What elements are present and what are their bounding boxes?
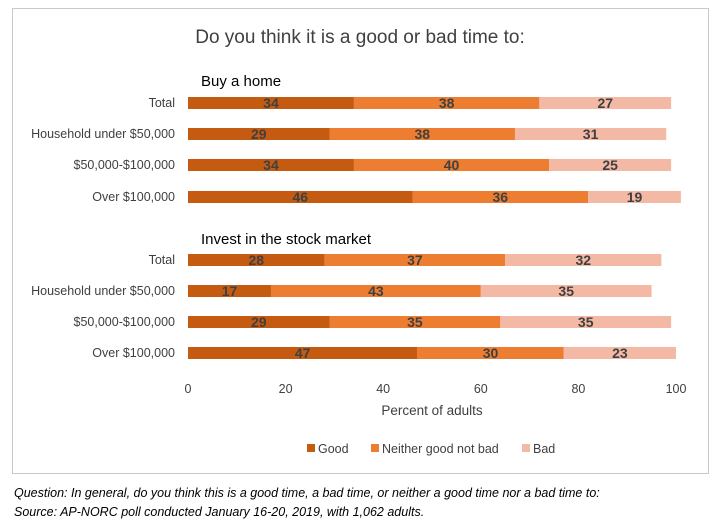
data-label: 28: [249, 252, 265, 268]
bar-segment-good: [188, 191, 413, 203]
source-note: Source: AP-NORC poll conducted January 1…: [14, 505, 425, 519]
category-label: Over $100,000: [92, 346, 175, 360]
bar-segment-neither-good-not-bad: [329, 316, 501, 328]
x-tick-label: 20: [279, 382, 293, 396]
bar-segment-bad: [588, 191, 681, 203]
category-label: Over $100,000: [92, 190, 175, 204]
data-label: 37: [407, 252, 423, 268]
x-tick-label: 100: [666, 382, 687, 396]
data-label: 19: [627, 189, 643, 205]
data-label: 17: [222, 283, 238, 299]
data-label: 40: [444, 157, 460, 173]
category-label: Household under $50,000: [31, 284, 175, 298]
category-label: $50,000-$100,000: [74, 158, 176, 172]
data-label: 46: [292, 189, 308, 205]
bar-segment-neither-good-not-bad: [353, 159, 550, 171]
legend-label: Neither good not bad: [382, 442, 499, 456]
bar-segment-bad: [514, 128, 667, 140]
data-label: 35: [558, 283, 574, 299]
legend-label: Good: [318, 442, 349, 456]
bar-segment-bad: [500, 316, 672, 328]
bar-segment-bad: [505, 254, 662, 266]
group-label: Invest in the stock market: [201, 231, 372, 248]
x-tick-label: 60: [474, 382, 488, 396]
bar-segment-bad: [480, 285, 652, 297]
data-label: 34: [263, 95, 279, 111]
x-tick-label: 0: [185, 382, 192, 396]
data-label: 27: [597, 95, 613, 111]
legend-swatch: [522, 444, 530, 452]
legend-label: Bad: [533, 442, 555, 456]
bar-segment-neither-good-not-bad: [353, 97, 540, 109]
x-tick-label: 40: [376, 382, 390, 396]
x-tick-label: 80: [571, 382, 585, 396]
data-label: 35: [578, 314, 594, 330]
data-label: 38: [414, 126, 430, 142]
bar-segment-bad: [539, 97, 672, 109]
bar-segment-bad: [563, 347, 676, 359]
chart-title: Do you think it is a good or bad time to…: [195, 27, 525, 48]
category-label: Household under $50,000: [31, 127, 175, 141]
data-label: 35: [407, 314, 423, 330]
data-label: 23: [612, 345, 628, 361]
legend-swatch: [307, 444, 315, 452]
question-note: Question: In general, do you think this …: [14, 486, 600, 500]
bar-segment-neither-good-not-bad: [324, 254, 506, 266]
data-label: 34: [263, 157, 279, 173]
data-label: 43: [368, 283, 384, 299]
bar-segment-bad: [549, 159, 672, 171]
data-label: 25: [602, 157, 618, 173]
bar-segment-neither-good-not-bad: [417, 347, 564, 359]
data-label: 30: [483, 345, 499, 361]
bar-segment-good: [188, 159, 354, 171]
bar-segment-good: [188, 254, 325, 266]
category-label: $50,000-$100,000: [74, 315, 176, 329]
bar-segment-good: [188, 347, 418, 359]
data-label: 47: [295, 345, 311, 361]
data-label: 32: [575, 252, 591, 268]
bar-segment-good: [188, 285, 271, 297]
bar-segment-neither-good-not-bad: [270, 285, 481, 297]
x-axis-title: Percent of adults: [381, 403, 483, 418]
bar-segment-good: [188, 97, 354, 109]
data-label: 36: [493, 189, 509, 205]
stacked-bar-chart: Do you think it is a good or bad time to…: [31, 27, 687, 456]
chart-frame: [12, 8, 709, 474]
category-label: Total: [149, 96, 175, 110]
category-label: Total: [149, 253, 175, 267]
bar-segment-good: [188, 128, 330, 140]
data-label: 29: [251, 314, 267, 330]
group-label: Buy a home: [201, 73, 281, 90]
data-label: 29: [251, 126, 267, 142]
bar-segment-good: [188, 316, 330, 328]
legend-swatch: [371, 444, 379, 452]
bar-segment-neither-good-not-bad: [412, 191, 589, 203]
data-label: 31: [583, 126, 599, 142]
data-label: 38: [439, 95, 455, 111]
bar-segment-neither-good-not-bad: [329, 128, 515, 140]
